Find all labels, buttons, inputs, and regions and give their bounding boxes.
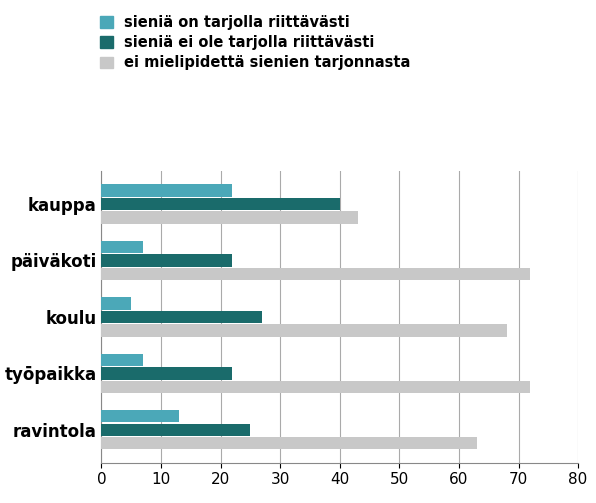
Bar — [101, 184, 232, 197]
Bar — [101, 367, 232, 380]
Bar — [101, 311, 262, 323]
Bar — [101, 254, 232, 267]
Bar — [101, 268, 530, 280]
Bar — [101, 324, 507, 337]
Bar — [101, 198, 340, 210]
Bar — [101, 381, 530, 393]
Bar — [101, 241, 143, 253]
Bar — [101, 410, 179, 423]
Bar — [101, 211, 358, 224]
Bar — [101, 437, 477, 450]
Bar — [101, 297, 131, 309]
Bar — [101, 354, 143, 366]
Bar — [101, 424, 250, 436]
Legend: sieniä on tarjolla riittävästi, sieniä ei ole tarjolla riittävästi, ei mielipide: sieniä on tarjolla riittävästi, sieniä e… — [97, 12, 414, 73]
